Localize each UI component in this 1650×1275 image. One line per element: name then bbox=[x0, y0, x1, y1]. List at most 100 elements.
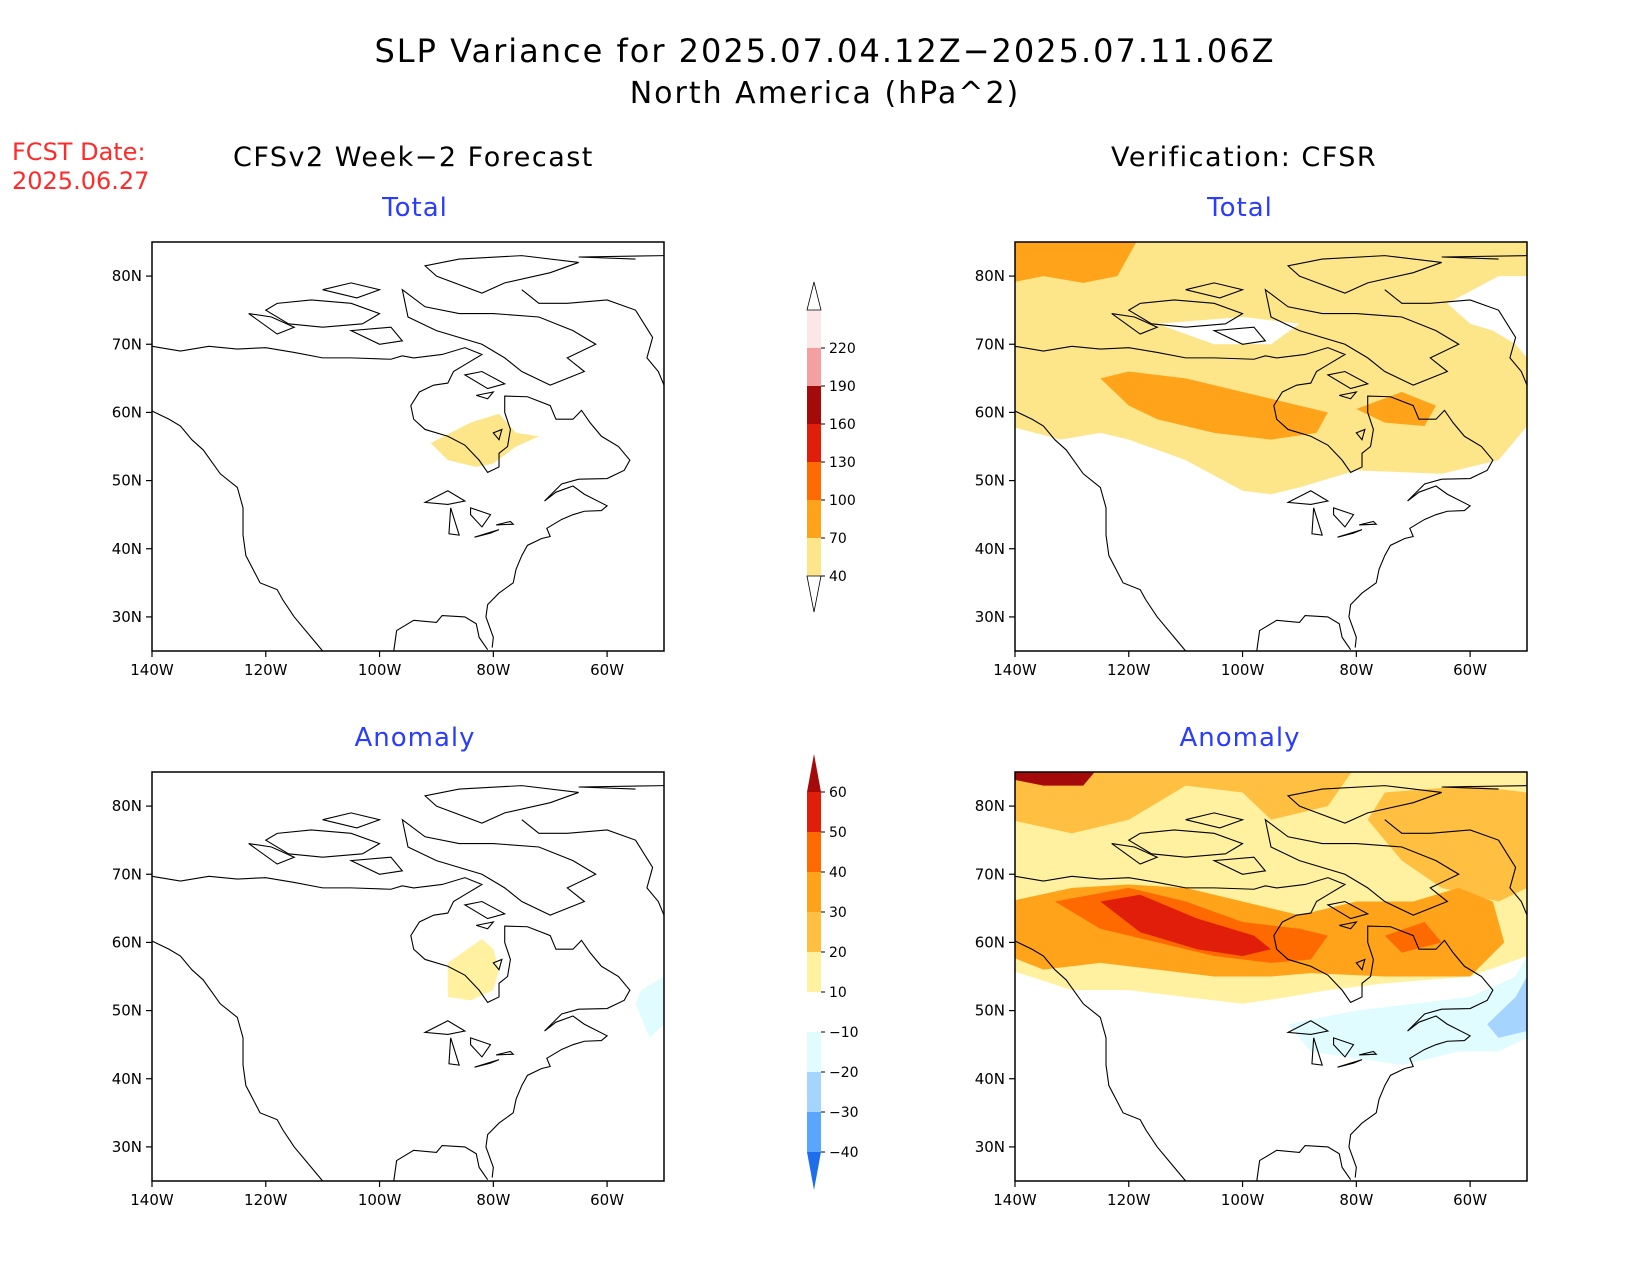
variance-40-70-region bbox=[1015, 242, 1527, 495]
verification-anomaly-title: Anomaly bbox=[1179, 723, 1301, 753]
anomaly-20-30-region bbox=[1015, 772, 1352, 834]
lat-tick-label: 30N bbox=[975, 1138, 1005, 1156]
colorbar-label: 20 bbox=[829, 945, 847, 961]
verification-total-map: 140W 120W 100W 80W 60W 80N 70N 60N 50N 40N 30N bbox=[953, 232, 1553, 692]
forecast-total-title: Total bbox=[382, 193, 448, 223]
lon-tick-label: 120W bbox=[244, 1191, 288, 1209]
lat-tick-label: 80N bbox=[112, 797, 142, 815]
colorbar-bottom-triangle bbox=[806, 575, 822, 613]
main-subtitle: North America (hPa^2) bbox=[629, 76, 1021, 111]
verification-anomaly-shading bbox=[1015, 772, 1527, 1066]
colorbar-label: 30 bbox=[829, 905, 847, 921]
verification-total-shading bbox=[1015, 242, 1527, 495]
variance-40-70-region bbox=[430, 413, 539, 467]
anomaly-colorbar: 60 50 40 30 20 10 −10 −20 −30 −40 bbox=[795, 752, 875, 1216]
coastlines bbox=[151, 785, 665, 1182]
verification-column-heading: Verification: CFSR bbox=[1111, 142, 1378, 173]
total-colorbar-svg: 40 70 100 130 160 190 220 bbox=[806, 281, 856, 613]
forecast-anomaly-frame bbox=[151, 771, 665, 1182]
colorbar-swatch bbox=[807, 500, 821, 538]
verification-total-frame bbox=[1014, 241, 1528, 652]
lon-tick-label: 100W bbox=[358, 1191, 402, 1209]
colorbar-label: 130 bbox=[829, 455, 856, 471]
colorbar-swatch bbox=[807, 792, 821, 832]
forecast-anomaly-svg: 140W 120W 100W 80W 60W 80N 70N 60N 50N 40N 30N bbox=[112, 771, 665, 1209]
lat-tick-label: 50N bbox=[112, 1002, 142, 1020]
variance-below-40-region bbox=[1447, 276, 1527, 358]
lat-tick-label: 30N bbox=[975, 608, 1005, 626]
colorbar-swatch bbox=[807, 872, 821, 912]
lon-tick-label: 80W bbox=[1339, 661, 1373, 679]
anomaly-colorbar-svg: 60 50 40 30 20 10 −10 −20 −30 −40 bbox=[807, 754, 859, 1190]
colorbar-swatch bbox=[807, 952, 821, 992]
lat-tick-label: 30N bbox=[112, 1138, 142, 1156]
lat-tick-label: 70N bbox=[975, 335, 1005, 353]
colorbar-top-triangle bbox=[807, 754, 821, 792]
lon-tick-label: 80W bbox=[1339, 1191, 1373, 1209]
forecast-date-value: 2025.06.27 bbox=[12, 167, 150, 195]
lon-tick-label: 140W bbox=[993, 661, 1037, 679]
anomaly-over-60-region bbox=[1015, 772, 1095, 786]
verification-anomaly-map: 140W 120W 100W 80W 60W 80N 70N 60N 50N 40N 30N bbox=[953, 762, 1553, 1222]
coastlines bbox=[1014, 255, 1528, 652]
lat-tick-label: 80N bbox=[975, 797, 1005, 815]
anomaly-50-60-region bbox=[1100, 894, 1271, 957]
lat-tick-label: 50N bbox=[975, 1002, 1005, 1020]
colorbar-label: 40 bbox=[829, 865, 847, 881]
verification-total-title: Total bbox=[1207, 193, 1273, 223]
colorbar-label: −30 bbox=[829, 1105, 859, 1121]
colorbar-swatch bbox=[807, 538, 821, 576]
lon-tick-label: 140W bbox=[130, 661, 174, 679]
lat-tick-label: 60N bbox=[975, 403, 1005, 421]
lon-tick-label: 60W bbox=[590, 1191, 624, 1209]
lat-tick-label: 80N bbox=[975, 267, 1005, 285]
lat-tick-label: 50N bbox=[975, 472, 1005, 490]
coastlines bbox=[1014, 785, 1528, 1182]
lon-tick-label: 60W bbox=[590, 661, 624, 679]
verification-total-svg: 140W 120W 100W 80W 60W 80N 70N 60N 50N 40N 30N bbox=[975, 241, 1528, 679]
colorbar-swatch bbox=[807, 1112, 821, 1152]
main-title: SLP Variance for 2025.07.04.12Z−2025.07.… bbox=[374, 32, 1276, 70]
anomaly-20-30-region bbox=[1367, 785, 1527, 902]
colorbar-label: −40 bbox=[829, 1145, 859, 1161]
colorbar-label: 40 bbox=[829, 569, 847, 585]
forecast-date-label: FCST Date: bbox=[12, 138, 146, 166]
colorbar-bottom-triangle bbox=[807, 1152, 821, 1190]
lon-tick-label: 100W bbox=[1221, 1191, 1265, 1209]
lon-tick-label: 100W bbox=[1221, 661, 1265, 679]
lat-tick-label: 30N bbox=[112, 608, 142, 626]
colorbar-label: 10 bbox=[829, 985, 847, 1001]
verification-anomaly-svg: 140W 120W 100W 80W 60W 80N 70N 60N 50N 40N 30N bbox=[975, 771, 1528, 1209]
colorbar-swatch bbox=[807, 310, 821, 348]
forecast-total-frame bbox=[151, 241, 665, 652]
lat-tick-label: 70N bbox=[112, 335, 142, 353]
lon-tick-label: 80W bbox=[476, 661, 510, 679]
forecast-column-heading: CFSv2 Week−2 Forecast bbox=[233, 142, 594, 173]
lat-tick-label: 50N bbox=[112, 472, 142, 490]
colorbar-label: 220 bbox=[829, 341, 856, 357]
variance-70-100-region bbox=[1015, 242, 1137, 283]
forecast-total-svg: 140W 120W 100W 80W 60W 80N 70N 60N 50N 40N 30N bbox=[112, 241, 665, 679]
lat-tick-label: 70N bbox=[112, 865, 142, 883]
colorbar-swatch bbox=[807, 1072, 821, 1112]
lat-tick-label: 80N bbox=[112, 267, 142, 285]
lon-tick-label: 100W bbox=[358, 661, 402, 679]
lat-tick-label: 40N bbox=[112, 540, 142, 558]
lon-tick-label: 60W bbox=[1453, 1191, 1487, 1209]
forecast-anomaly-title: Anomaly bbox=[354, 723, 476, 753]
lat-tick-label: 40N bbox=[975, 1070, 1005, 1088]
forecast-total-map: 140W 120W 100W 80W 60W 80N 70N 60N 50N 40N 30N bbox=[90, 232, 690, 692]
anomaly-10-20-region bbox=[447, 939, 500, 1001]
variance-70-100-region bbox=[1356, 391, 1436, 427]
colorbar-label: 190 bbox=[829, 379, 856, 395]
lat-tick-label: 60N bbox=[975, 933, 1005, 951]
coastlines bbox=[151, 255, 665, 652]
colorbar-swatch bbox=[807, 992, 821, 1032]
verification-anomaly-frame bbox=[1014, 771, 1528, 1182]
colorbar-swatch bbox=[807, 348, 821, 386]
forecast-date: FCST Date: 2025.06.27 bbox=[12, 138, 149, 196]
lat-tick-label: 70N bbox=[975, 865, 1005, 883]
lon-tick-label: 120W bbox=[1107, 1191, 1151, 1209]
lat-tick-label: 60N bbox=[112, 403, 142, 421]
colorbar-label: 50 bbox=[829, 825, 847, 841]
